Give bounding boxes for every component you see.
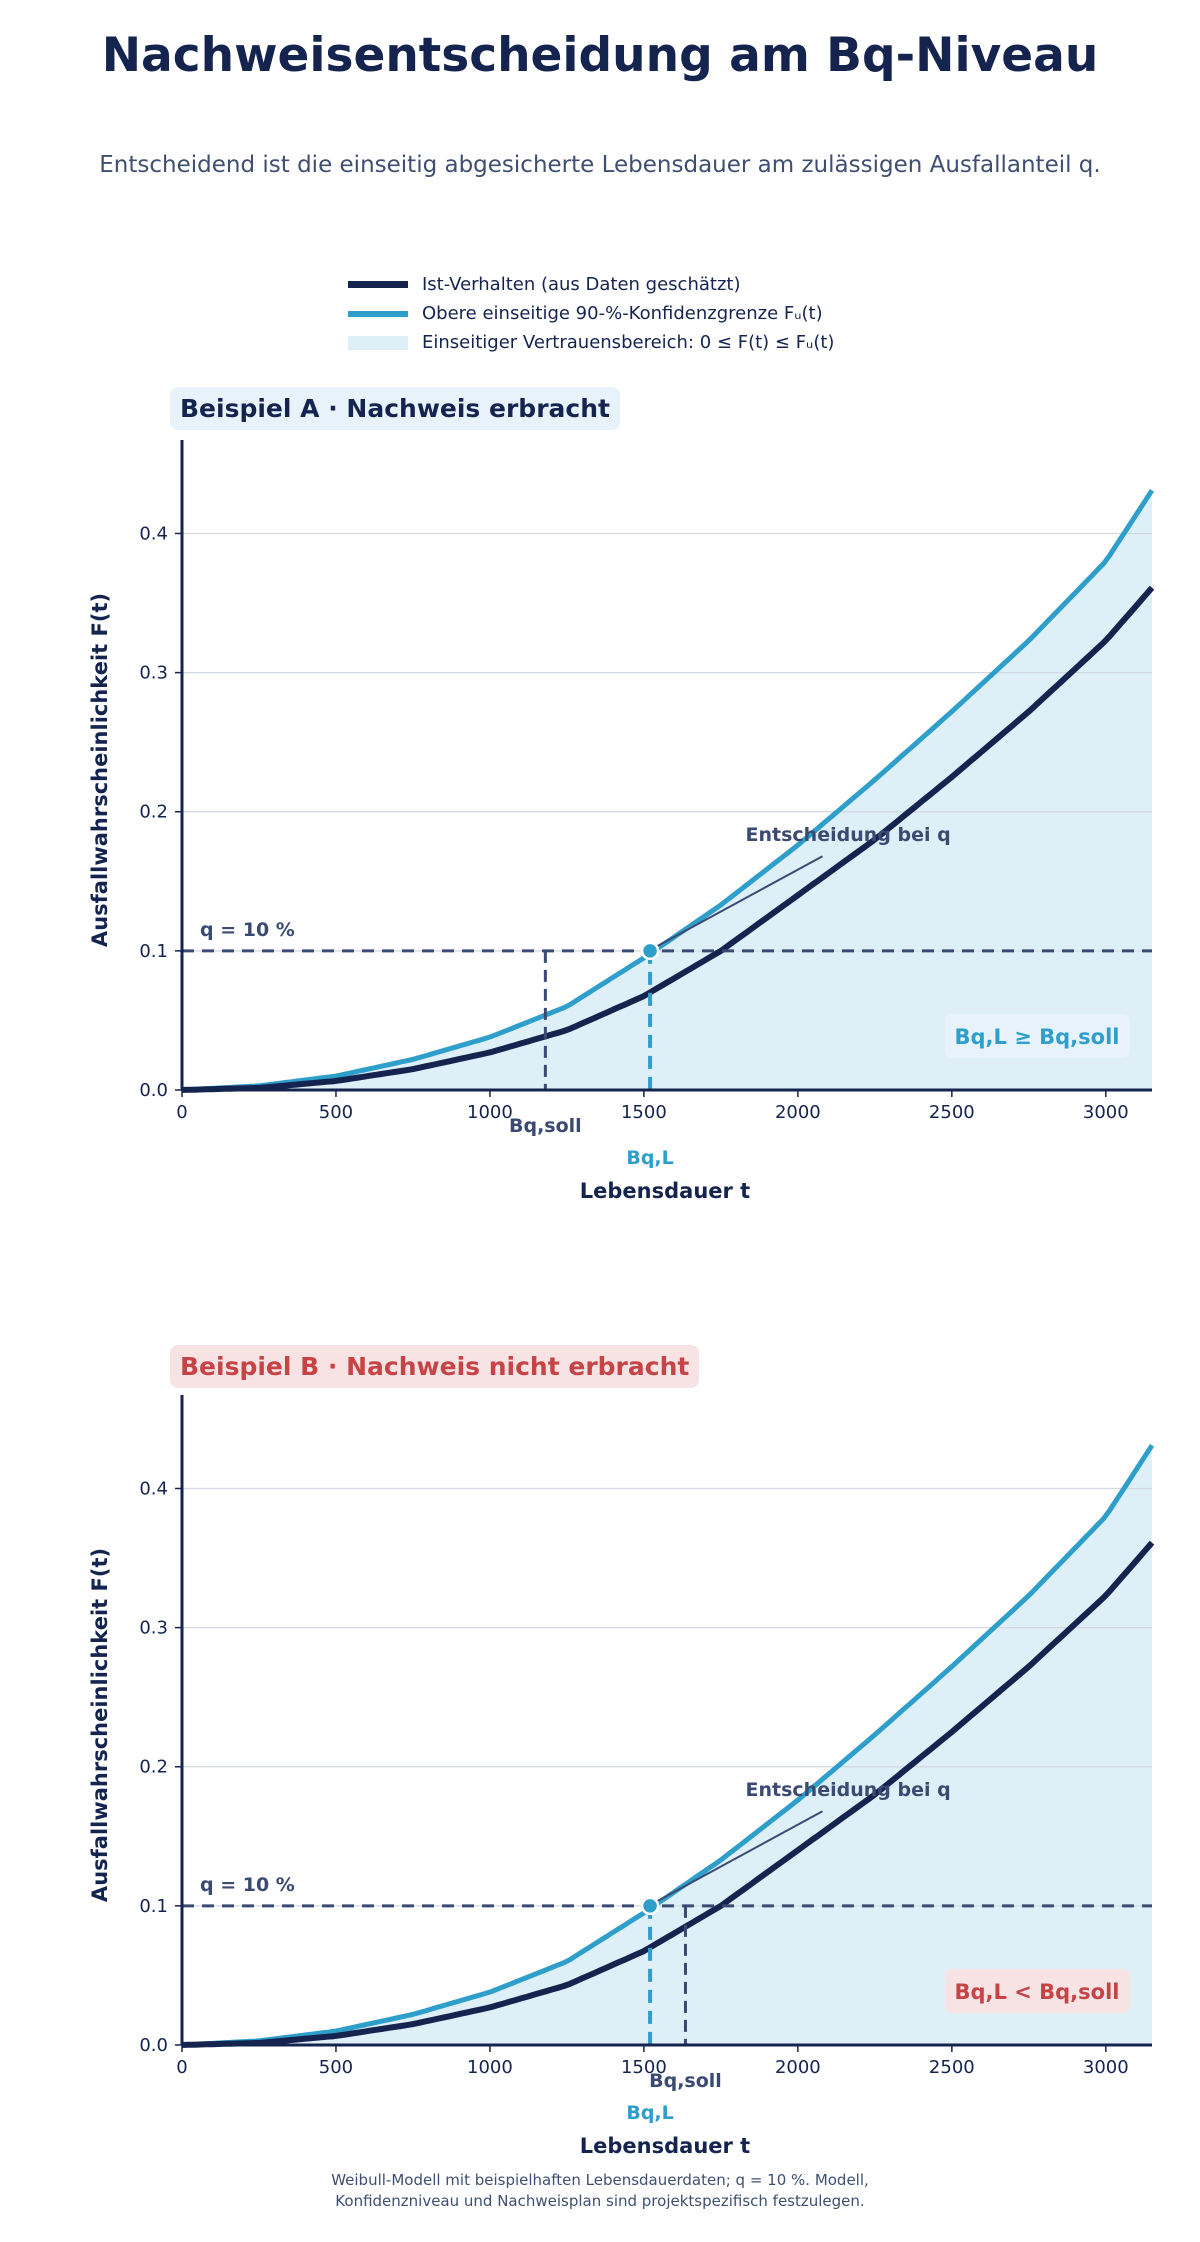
panel-a-badge: Beispiel A · Nachweis erbracht	[170, 387, 620, 430]
footnote-line-1: Weibull-Modell mit beispielhaften Lebens…	[331, 2171, 869, 2189]
x-tick-label: 0	[176, 1102, 187, 1123]
bql-label: Bq,L	[626, 2102, 673, 2124]
legend-swatch-estimate	[348, 281, 408, 288]
annotation-arrow	[653, 855, 823, 949]
annotation-label: Entscheidung bei q	[746, 824, 951, 846]
chart-a: 0.0 0.1 0.2 0.3 0.4 0 500 1000 1500 2000 2500 3000 q…	[88, 440, 1155, 1203]
bql-label: Bq,L	[626, 1147, 673, 1169]
legend: Ist-Verhalten (aus Daten geschätzt) Ober…	[348, 270, 834, 357]
annotation-label: Entscheidung bei q	[746, 1779, 951, 1801]
y-tick-label: 0.4	[139, 1478, 168, 1499]
y-tick-label: 0.4	[139, 523, 168, 544]
page-title: Nachweisentscheidung am Bq-Niveau	[101, 28, 1099, 83]
verdict-label: Bq,L ≥ Bq,soll	[955, 1025, 1120, 1049]
estimate-line	[181, 1540, 1155, 2048]
y-tick-label: 0.2	[139, 802, 168, 823]
y-tick-label: 0.0	[139, 1080, 168, 1101]
bqsoll-label: Bq,soll	[649, 2070, 722, 2092]
x-tick-label: 2000	[775, 1102, 821, 1123]
legend-label-estimate: Ist-Verhalten (aus Daten geschätzt)	[422, 274, 741, 295]
legend-item-upper: Obere einseitige 90-%-Konfidenzgrenze Fᵤ…	[348, 299, 834, 328]
footnote-line-2: Konfidenzniveau und Nachweisplan sind pr…	[335, 2192, 865, 2210]
x-tick-label: 500	[319, 1102, 353, 1123]
page-subtitle: Entscheidend ist die einseitig abgesiche…	[99, 152, 1101, 178]
annotation-arrow	[653, 1810, 823, 1904]
y-axis-title: Ausfallwahrscheinlichkeit F(t)	[88, 593, 112, 947]
x-axis-title: Lebensdauer t	[580, 1179, 750, 1203]
y-tick-label: 0.1	[139, 941, 168, 962]
y-tick-label: 0.1	[139, 1896, 168, 1917]
q-level-label: q = 10 %	[200, 1874, 295, 1896]
x-tick-label: 3000	[1083, 2057, 1129, 2078]
decision-point	[640, 941, 660, 961]
x-tick-label: 2500	[929, 1102, 975, 1123]
y-tick-label: 0.0	[139, 2035, 168, 2056]
upper-confidence-line	[181, 1443, 1155, 2048]
x-tick-label: 3000	[1083, 1102, 1129, 1123]
legend-label-upper: Obere einseitige 90-%-Konfidenzgrenze Fᵤ…	[422, 303, 823, 324]
legend-swatch-upper	[348, 310, 408, 317]
y-tick-label: 0.3	[139, 663, 168, 684]
legend-item-band: Einseitiger Vertrauensbereich: 0 ≤ F(t) …	[348, 328, 834, 357]
confidence-band	[182, 1445, 1152, 2045]
x-tick-label: 0	[176, 2057, 187, 2078]
verdict-box	[945, 1969, 1130, 2013]
x-tick-label: 2500	[929, 2057, 975, 2078]
legend-label-band: Einseitiger Vertrauensbereich: 0 ≤ F(t) …	[422, 332, 835, 353]
y-axis-title: Ausfallwahrscheinlichkeit F(t)	[88, 1548, 112, 1902]
estimate-line	[181, 585, 1155, 1093]
footnote: Weibull-Modell mit beispielhaften Lebens…	[0, 2170, 1200, 2212]
verdict-label: Bq,L < Bq,soll	[955, 1980, 1120, 2004]
x-tick-label: 1500	[621, 2057, 667, 2078]
panel-b-badge: Beispiel B · Nachweis nicht erbracht	[170, 1345, 700, 1388]
x-axis-title: Lebensdauer t	[580, 2134, 750, 2158]
x-tick-label: 500	[319, 2057, 353, 2078]
x-tick-label: 1500	[621, 1102, 667, 1123]
x-tick-label: 1000	[467, 2057, 513, 2078]
legend-item-estimate: Ist-Verhalten (aus Daten geschätzt)	[348, 270, 834, 299]
upper-confidence-line	[181, 488, 1155, 1093]
q-level-label: q = 10 %	[200, 919, 295, 941]
verdict-box	[945, 1014, 1130, 1058]
x-tick-label: 2000	[775, 2057, 821, 2078]
decision-point	[640, 1896, 660, 1916]
chart-b: 0.0 0.1 0.2 0.3 0.4 0 500 1000 1500 2000 2500 3000 q…	[88, 1395, 1155, 2158]
confidence-band	[182, 490, 1152, 1090]
x-tick-label: 1000	[467, 1102, 513, 1123]
legend-swatch-band	[348, 335, 408, 350]
bqsoll-label: Bq,soll	[509, 1115, 582, 1137]
y-tick-label: 0.3	[139, 1618, 168, 1639]
y-tick-label: 0.2	[139, 1757, 168, 1778]
